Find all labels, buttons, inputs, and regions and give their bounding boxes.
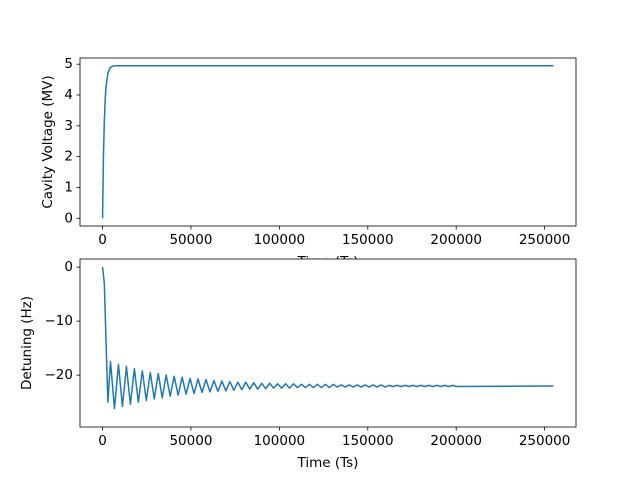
x-tick-label: 50000: [169, 232, 212, 248]
x-tick-label: 150000: [342, 433, 394, 449]
x-tick-label: 0: [98, 232, 107, 248]
x-tick-label: 0: [98, 433, 107, 449]
y-tick-label: 4: [64, 87, 73, 103]
y-tick-label: −20: [45, 367, 74, 383]
x-axis-label: Time (Ts): [297, 455, 359, 471]
x-tick-label: 100000: [254, 433, 306, 449]
data-line: [101, 64, 554, 219]
y-tick-label: 5: [64, 56, 73, 72]
y-tick-label: 3: [64, 118, 73, 134]
y-axis-label: Cavity Voltage (MV): [40, 75, 56, 208]
x-tick-label: 200000: [430, 433, 482, 449]
y-axis-label: Detuning (Hz): [19, 296, 35, 390]
y-tick-label: 0: [64, 210, 73, 226]
axes-background: [80, 58, 576, 226]
x-tick-label: 250000: [519, 232, 571, 248]
data-line: [101, 267, 554, 410]
y-tick-label: 1: [64, 179, 73, 195]
x-tick-label: 150000: [342, 232, 394, 248]
y-tick-label: 0: [64, 259, 73, 275]
axes-background: [80, 259, 576, 427]
axes-frame: [79, 57, 577, 227]
x-tick-label: 250000: [519, 433, 571, 449]
x-tick-label: 100000: [254, 232, 306, 248]
axes-frame: [79, 258, 577, 428]
y-tick-label: −10: [45, 313, 74, 329]
x-tick-label: 50000: [169, 433, 212, 449]
x-tick-label: 200000: [430, 232, 482, 248]
y-tick-label: 2: [64, 149, 73, 165]
